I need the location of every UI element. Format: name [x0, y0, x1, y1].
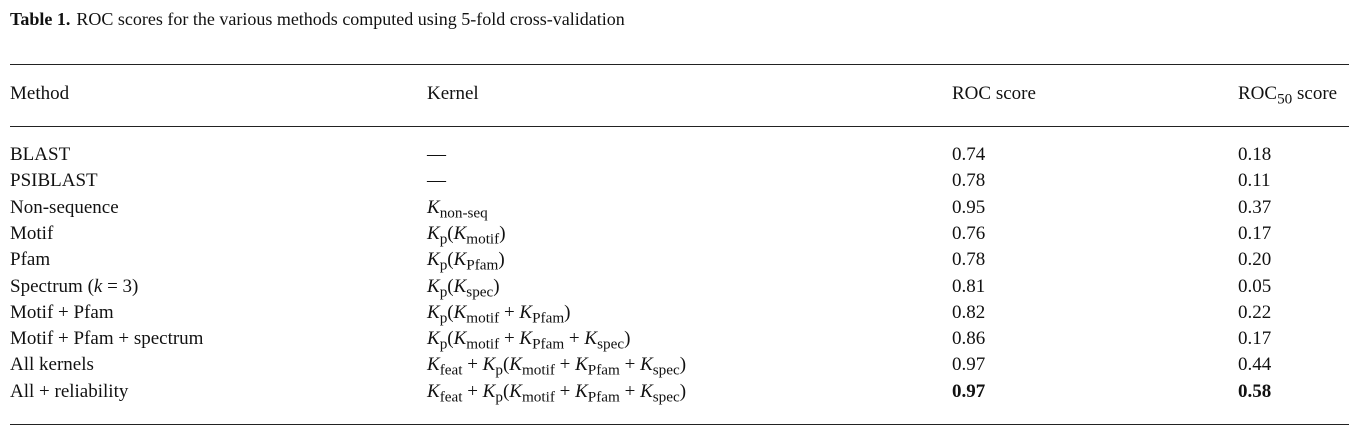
cell-method: Spectrum (k = 3) [10, 275, 139, 297]
cell-kernel: Kfeat + Kp(Kmotif + KPfam + Kspec) [427, 354, 687, 379]
header-method: Method [10, 83, 70, 104]
table-row: Pfam Kp(KPfam) 0.78 0.20 [0, 247, 1364, 273]
cell-method: All kernels [10, 354, 94, 376]
cell-kernel: — [427, 144, 446, 165]
cell-roc: 0.76 [952, 222, 986, 244]
table-row: BLAST — 0.74 0.18 [0, 142, 1364, 168]
cell-roc: 0.97 [952, 380, 986, 402]
top-rule [10, 64, 1349, 65]
cell-kernel: Kp(Kmotif + KPfam + Kspec) [427, 328, 631, 353]
cell-roc: 0.81 [952, 275, 986, 297]
bottom-rule [10, 424, 1349, 425]
cell-method: Motif + Pfam [10, 301, 114, 323]
cell-method: Non-sequence [10, 196, 119, 218]
cell-kernel: Kfeat + Kp(Kmotif + KPfam + Kspec) [427, 380, 687, 405]
header-kernel: Kernel [427, 83, 479, 104]
cell-roc50: 0.37 [1238, 196, 1272, 218]
table-row: Motif Kp(Kmotif) 0.76 0.17 [0, 221, 1364, 247]
cell-kernel: Knon-seq [427, 196, 488, 221]
cell-method: Pfam [10, 249, 51, 271]
cell-roc: 0.86 [952, 328, 986, 350]
table-row: PSIBLAST — 0.78 0.11 [0, 168, 1364, 194]
cell-roc: 0.78 [952, 249, 986, 271]
cell-roc: 0.78 [952, 170, 986, 192]
table-header: Method Kernel ROC score ROC50 score [0, 82, 1364, 106]
header-roc50: ROC50 score [1238, 83, 1338, 108]
table-row: Non-sequence Knon-seq 0.95 0.37 [0, 195, 1364, 221]
caption-label: Table 1. [10, 9, 71, 29]
cell-roc50: 0.05 [1238, 275, 1272, 297]
cell-kernel: Kp(Kspec) [427, 275, 500, 300]
cell-roc: 0.82 [952, 301, 986, 323]
cell-roc50: 0.22 [1238, 301, 1272, 323]
cell-kernel: Kp(Kmotif + KPfam) [427, 301, 571, 327]
table-row: Spectrum (k = 3) Kp(Kspec) 0.81 0.05 [0, 274, 1364, 300]
cell-roc50: 0.11 [1238, 170, 1271, 192]
cell-roc: 0.74 [952, 144, 986, 165]
cell-roc50: 0.17 [1238, 328, 1272, 350]
cell-roc50: 0.17 [1238, 222, 1272, 244]
cell-method: Motif + Pfam + spectrum [10, 328, 204, 350]
header-roc: ROC score [952, 83, 1036, 104]
cell-roc50: 0.20 [1238, 249, 1272, 271]
table-row: All + reliability Kfeat + Kp(Kmotif + KPf… [0, 379, 1364, 405]
cell-roc: 0.97 [952, 354, 986, 376]
cell-method: PSIBLAST [10, 170, 98, 192]
cell-roc: 0.95 [952, 196, 986, 218]
cell-method: BLAST [10, 144, 71, 165]
cell-kernel: Kp(Kmotif) [427, 222, 506, 248]
cell-roc50: 0.58 [1238, 380, 1272, 402]
header-rule [10, 126, 1349, 127]
cell-roc50: 0.44 [1238, 354, 1272, 376]
caption-text: ROC scores for the various methods compu… [76, 9, 625, 29]
cell-roc50: 0.18 [1238, 144, 1272, 165]
table-row: All kernels Kfeat + Kp(Kmotif + KPfam + K… [0, 352, 1364, 378]
cell-kernel: — [427, 170, 446, 192]
cell-kernel: Kp(KPfam) [427, 249, 505, 274]
table-row: Motif + Pfam + spectrum Kp(Kmotif + KPfam… [0, 326, 1364, 352]
cell-method: All + reliability [10, 380, 129, 402]
table-caption: Table 1. ROC scores for the various metho… [10, 8, 625, 30]
table-row: Motif + Pfam Kp(Kmotif + KPfam) 0.82 0.22 [0, 300, 1364, 326]
cell-method: Motif [10, 222, 54, 244]
